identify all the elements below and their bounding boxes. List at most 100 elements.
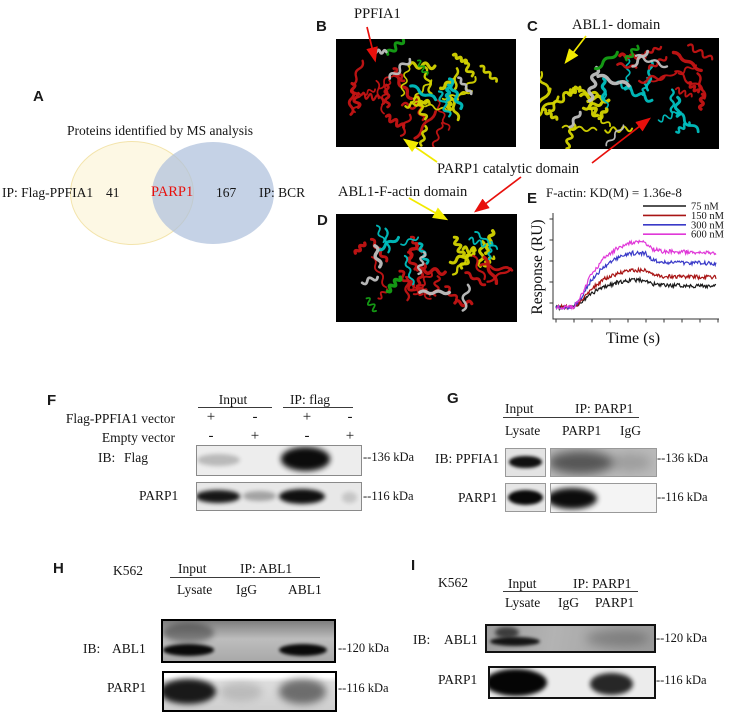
- wb-band: [585, 629, 649, 648]
- wb-band: [163, 643, 215, 656]
- protein-structure-c: [540, 38, 719, 149]
- g-lane-parp1: PARP1: [562, 423, 602, 438]
- protein-structure-d: [336, 214, 517, 322]
- wb-blot-G-parp1-input: [505, 483, 546, 512]
- i-cell-line: K562: [438, 575, 468, 590]
- venn-overlap-label: PARP1: [151, 184, 194, 200]
- f-underline-input: [198, 407, 272, 409]
- legend-label: 150 nM: [691, 211, 725, 222]
- g-lane-igg: IgG: [620, 423, 641, 438]
- protein-ribbon-svg-d: [353, 224, 514, 313]
- wb-band: [490, 668, 548, 697]
- f-ib-target: Flag: [124, 450, 149, 465]
- venn-title: Proteins identified by MS analysis: [67, 123, 253, 138]
- wb-band: [197, 453, 240, 466]
- wb-blot-G-ppfia1-input: [505, 448, 546, 477]
- h-group-input: Input: [178, 561, 207, 576]
- i-lane-igg: IgG: [558, 595, 579, 610]
- annotation-abl1-factin-domain: ABL1-F-actin domain: [338, 184, 468, 200]
- wb-band: [608, 454, 651, 471]
- wb-band: [280, 447, 330, 471]
- i-underline: [503, 591, 638, 593]
- f-r1-v2: -: [252, 409, 258, 425]
- panel-c-label: C: [527, 18, 538, 35]
- g-group-ip-parp1: IP: PARP1: [575, 401, 634, 416]
- h-blot2-label: PARP1: [107, 680, 147, 695]
- f-ib-prefix: IB:: [98, 450, 116, 465]
- wb-band: [278, 679, 327, 704]
- wb-band: [163, 623, 215, 643]
- panel-e-label: E: [527, 190, 538, 207]
- wb-blot-H-parp1: [162, 671, 337, 712]
- f-underline-ip: [283, 407, 353, 409]
- wb-blot-F-ib-flag: [196, 445, 362, 476]
- wb-blot-F-parp1: [196, 482, 362, 511]
- wb-blot-G-parp1-ip: [550, 483, 657, 513]
- h-cell-line: K562: [113, 563, 143, 578]
- annotation-parp1-catalytic-domain: PARP1 catalytic domain: [437, 161, 580, 177]
- panel-b-label: B: [316, 18, 327, 35]
- g-blot1-label: IB: PPFIA1: [435, 451, 500, 466]
- g-marker-116: --116 kDa: [657, 490, 708, 504]
- venn-right-count: 167: [216, 185, 237, 200]
- wb-blot-I-parp1: [488, 666, 656, 699]
- f-row2-label: Empty vector: [101, 430, 175, 445]
- wb-band: [490, 636, 541, 647]
- f-r2-v4: +: [345, 428, 355, 444]
- spr-series-600nM: [555, 239, 717, 311]
- i-blot1-label: ABL1: [444, 632, 478, 647]
- annotation-abl1-domain: ABL1- domain: [572, 17, 661, 33]
- wb-band: [508, 456, 543, 468]
- g-blot2-label: PARP1: [458, 490, 498, 505]
- wb-blot-H-abl1: [161, 619, 336, 663]
- h-lane-lysate: Lysate: [177, 582, 213, 597]
- f-r1-v4: -: [347, 409, 353, 425]
- wb-band: [242, 491, 276, 501]
- i-lane-lysate: Lysate: [505, 595, 541, 610]
- wb-band: [197, 490, 241, 503]
- panel-g-label: G: [447, 390, 459, 407]
- i-lane-parp1: PARP1: [595, 595, 635, 610]
- i-blot2-label: PARP1: [438, 672, 478, 687]
- f-marker-116: --116 kDa: [363, 489, 414, 503]
- i-ib-prefix: IB:: [413, 632, 431, 647]
- f-r1-v3: +: [302, 409, 312, 425]
- f-r2-v2: +: [250, 428, 260, 444]
- spr-title: F-actin: KD(M) = 1.36e-8: [546, 185, 682, 200]
- venn-left-set-label: IP: Flag-PPFIA1: [2, 185, 94, 200]
- spr-series-150nM: [555, 266, 717, 310]
- h-lane-abl1: ABL1: [288, 582, 322, 597]
- i-marker-116: --116 kDa: [656, 673, 707, 687]
- wb-band: [590, 673, 633, 695]
- wb-band: [279, 643, 328, 656]
- h-marker-120: --120 kDa: [338, 641, 390, 655]
- h-lane-igg: IgG: [236, 582, 257, 597]
- f-row1-label: Flag-PPFIA1 vector: [65, 411, 175, 426]
- wb-band: [551, 487, 598, 509]
- f-blot2-label: PARP1: [139, 488, 179, 503]
- wb-blot-G-ppfia1-ip: [550, 448, 657, 477]
- wb-blot-I-abl1: [485, 624, 656, 653]
- protein-ribbon-svg-c: [540, 43, 714, 149]
- h-underline: [170, 577, 320, 579]
- wb-band: [279, 489, 325, 504]
- wb-band: [342, 492, 357, 504]
- i-group-ip-parp1: IP: PARP1: [573, 576, 632, 591]
- f-group-ip-flag: IP: flag: [289, 392, 331, 407]
- legend-label: 600 nM: [691, 230, 725, 241]
- f-r2-v1: -: [208, 428, 214, 444]
- h-ib-prefix: IB:: [83, 641, 101, 656]
- f-r1-v1: +: [206, 409, 216, 425]
- spr-series-300nM: [555, 249, 717, 311]
- g-marker-136: --136 kDa: [657, 451, 709, 465]
- protein-structure-b: [336, 39, 516, 147]
- venn-right-set-label: IP: BCR: [259, 185, 306, 200]
- panel-d-label: D: [317, 212, 328, 229]
- panel-a-label: A: [33, 88, 44, 105]
- i-marker-120: --120 kDa: [656, 631, 708, 645]
- h-group-ip-abl1: IP: ABL1: [240, 561, 293, 576]
- panel-i-label: I: [411, 557, 416, 574]
- annotation-ppfia1: PPFIA1: [354, 6, 401, 22]
